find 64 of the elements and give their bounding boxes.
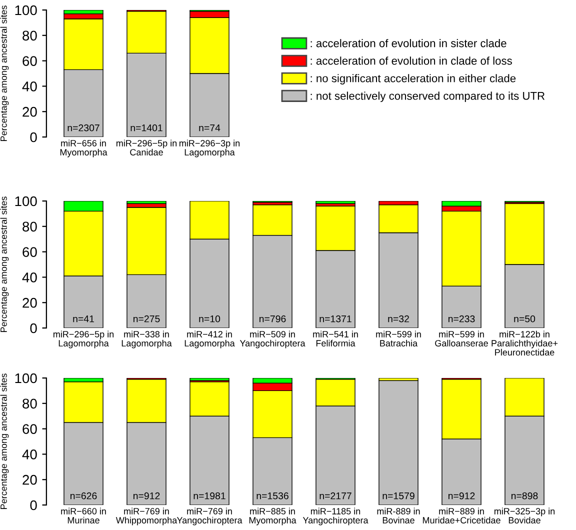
annotation: n=2177 xyxy=(320,492,352,500)
y-axis-title: Percentage among ancestral sites xyxy=(0,374,9,510)
annotation: n=1981 xyxy=(194,492,226,500)
x-tick-label: miR−541 in Feliformia xyxy=(313,330,358,346)
y-tick-label: 60 xyxy=(22,424,37,434)
y-tick-label: 0 xyxy=(30,323,37,334)
annotation: n=2307 xyxy=(68,124,100,132)
annotation: n=912 xyxy=(448,492,475,500)
legend-label: : acceleration of evolution in clade of loss xyxy=(310,56,512,65)
x-tick-label: miR−769 in Whippomorpha xyxy=(116,508,178,526)
x-tick-label: miR−656 in Myomorpha xyxy=(60,140,108,158)
annotation: n=32 xyxy=(388,315,409,322)
x-tick-label: miR−885 in Myomorpha xyxy=(249,508,296,526)
x-tick-label: miR−122b in Paralichthyidae+ Pleuronectidae xyxy=(492,330,558,356)
annotation: n=1536 xyxy=(256,492,288,500)
y-axis-title: Percentage among ancestral sites xyxy=(0,196,9,332)
y-tick-label: 80 xyxy=(22,30,37,41)
y-tick-label: 60 xyxy=(22,56,37,66)
y-tick-label: 100 xyxy=(15,196,37,206)
bar xyxy=(316,201,356,204)
annotation: n=1579 xyxy=(382,492,414,500)
annotation: n=275 xyxy=(133,315,160,322)
x-tick-label: miR−296−3p in Lagomorpha xyxy=(179,140,240,158)
annotation: n=1371 xyxy=(320,315,352,322)
y-tick-label: 20 xyxy=(22,298,37,308)
y-tick-label: 40 xyxy=(22,82,37,92)
annotation: n=912 xyxy=(133,492,160,500)
x-tick-label: miR−1185 in Yangochiroptera xyxy=(302,508,368,526)
y-tick-label: 20 xyxy=(22,474,37,485)
annotation: n=74 xyxy=(199,124,220,132)
y-tick-label: 40 xyxy=(22,272,37,282)
x-tick-label: miR−599 in Batrachia xyxy=(376,330,421,346)
legend-label: : acceleration of evolution in sister clade xyxy=(310,39,506,48)
annotation: n=626 xyxy=(70,492,97,500)
y-tick-label: 40 xyxy=(22,450,37,460)
y-tick-label: 80 xyxy=(22,222,37,232)
annotation: n=898 xyxy=(511,492,538,500)
legend-label: : no significant acceleration in either clade xyxy=(310,74,516,84)
x-tick-label: miR−296−5p in Canidae xyxy=(116,140,177,156)
legend-label: : not selectively conserved compared to its UTR xyxy=(310,92,545,102)
x-tick-label: miR−296−5p in Lagomorpha xyxy=(53,330,114,348)
bar xyxy=(126,201,166,204)
y-axis-title: Percentage among ancestral sites xyxy=(0,6,9,142)
x-tick-label: miR−338 in Lagomorpha xyxy=(122,330,172,348)
x-tick-label: miR−509 in Yangochiroptera xyxy=(240,330,306,348)
y-tick-label: 0 xyxy=(30,132,37,142)
annotation: n=796 xyxy=(259,315,286,322)
y-tick-label: 60 xyxy=(22,247,37,257)
y-tick-label: 100 xyxy=(15,373,37,384)
annotation: n=10 xyxy=(199,315,220,322)
annotation: n=1401 xyxy=(130,124,162,132)
y-tick-label: 0 xyxy=(30,500,37,510)
x-tick-label: miR−769 in Yangochiroptera xyxy=(176,508,242,526)
x-tick-label: miR−599 in Galloanserae xyxy=(435,330,488,346)
annotation: n=41 xyxy=(73,315,94,322)
bar xyxy=(378,380,418,505)
y-tick-label: 100 xyxy=(15,5,37,16)
annotation: n=50 xyxy=(514,315,536,322)
y-tick-label: 80 xyxy=(22,398,37,409)
x-tick-label: miR-889 in Bovinae xyxy=(377,508,420,524)
x-tick-label: miR−660 in Murinae xyxy=(61,508,106,524)
y-tick-label: 20 xyxy=(22,106,37,117)
x-tick-label: miR−412 in Lagomorpha xyxy=(184,330,235,348)
annotation: n=233 xyxy=(448,315,475,322)
